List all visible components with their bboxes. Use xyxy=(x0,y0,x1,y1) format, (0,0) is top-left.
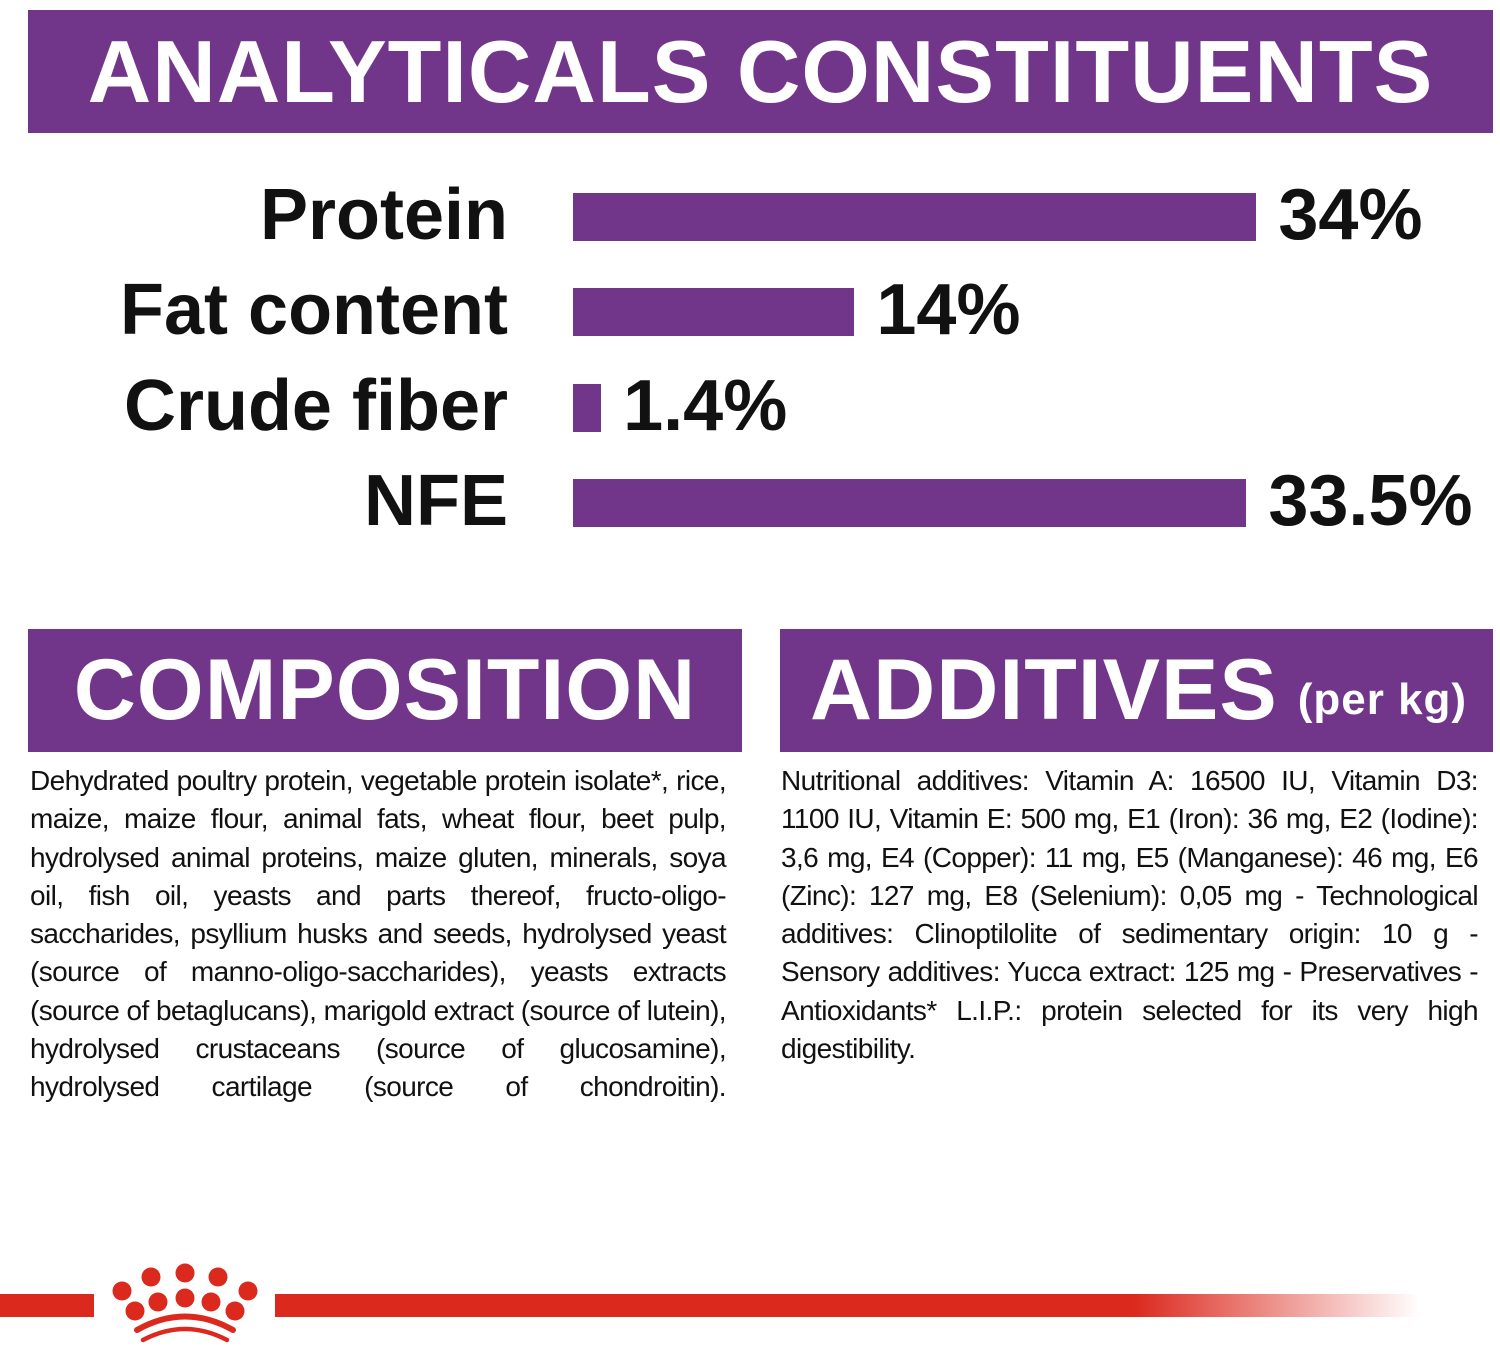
composition-text: Dehydrated poultry protein, vegetable pr… xyxy=(30,765,727,1103)
chart-row: NFE 33.5% xyxy=(0,461,1500,541)
additives-header: ADDITIVES (per kg) xyxy=(780,629,1493,752)
bar xyxy=(573,288,855,336)
value-label: 1.4% xyxy=(623,366,788,446)
value-label: 33.5% xyxy=(1268,461,1473,541)
category-label: Fat content xyxy=(120,270,508,350)
brand-stripe-right xyxy=(275,1294,1420,1317)
brand-stripe-left xyxy=(0,1294,94,1317)
bar xyxy=(573,193,1257,241)
bar xyxy=(573,479,1247,527)
bar xyxy=(573,384,602,432)
category-label: NFE xyxy=(364,461,508,541)
additives-title: ADDITIVES xyxy=(810,642,1278,738)
chart-row: Fat content 14% xyxy=(0,270,1500,350)
analyticals-title: ANALYTICALS CONSTITUENTS xyxy=(87,21,1434,121)
composition-header: COMPOSITION xyxy=(28,629,742,752)
analyticals-header: ANALYTICALS CONSTITUENTS xyxy=(28,10,1493,133)
chart-row: Crude fiber 1.4% xyxy=(0,366,1500,446)
additives-subtitle: (per kg) xyxy=(1297,674,1468,724)
chart-row: Protein 34% xyxy=(0,175,1500,255)
category-label: Crude fiber xyxy=(123,366,508,446)
composition-title: COMPOSITION xyxy=(73,642,697,738)
additives-text: Nutritional additives: Vitamin A: 16500 … xyxy=(781,765,1479,1065)
value-label: 34% xyxy=(1278,175,1423,255)
crown-icon xyxy=(112,1263,258,1343)
value-label: 14% xyxy=(876,270,1021,350)
category-label: Protein xyxy=(259,175,508,255)
